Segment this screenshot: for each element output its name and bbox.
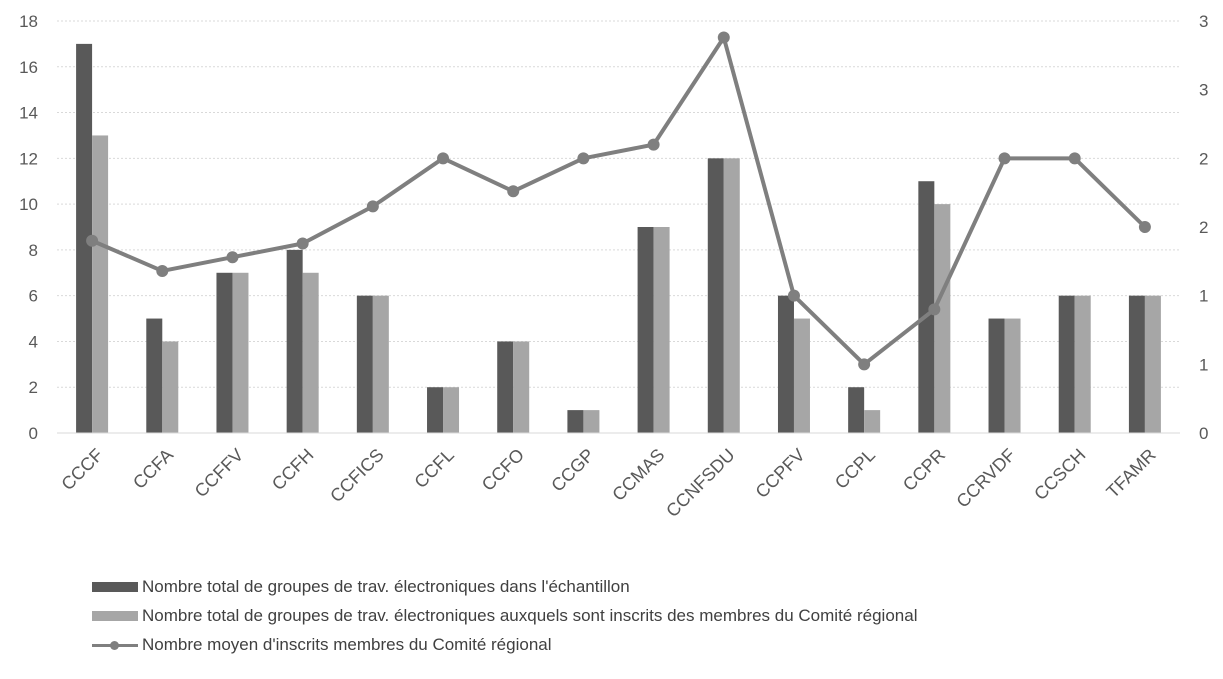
bar-2 xyxy=(162,341,179,433)
right-tick-label: 2 xyxy=(1199,149,1208,168)
left-tick-label: 4 xyxy=(29,332,38,351)
line-point xyxy=(156,264,169,277)
left-tick-label: 14 xyxy=(19,104,38,123)
right-tick-label: 1 xyxy=(1199,287,1208,306)
bar-1 xyxy=(1128,295,1145,433)
right-tick-label: 3 xyxy=(1199,81,1208,100)
bar-2 xyxy=(513,341,530,433)
line-point xyxy=(1068,152,1081,165)
category-label: CCGP xyxy=(547,445,598,496)
bar-2 xyxy=(793,318,810,433)
bar-2 xyxy=(723,158,740,434)
category-label: CCFFV xyxy=(191,445,248,502)
bar-1 xyxy=(356,295,373,433)
right-tick-label: 2 xyxy=(1199,218,1208,237)
bar-1 xyxy=(567,410,584,433)
bar-2 xyxy=(443,387,460,433)
legend-item-series-1: Nombre total de groupes de trav. électro… xyxy=(92,572,917,601)
legend: Nombre total de groupes de trav. électro… xyxy=(92,572,917,659)
bar-1 xyxy=(918,181,935,433)
category-label: CCSCH xyxy=(1030,445,1089,504)
line-point xyxy=(928,303,941,316)
bar-series xyxy=(76,43,1161,434)
line-point xyxy=(86,234,99,247)
line-point xyxy=(647,138,660,151)
line-point xyxy=(226,251,239,264)
legend-item-series-3: Nombre moyen d'inscrits membres du Comit… xyxy=(92,630,917,659)
left-tick-label: 0 xyxy=(29,424,38,443)
line-point xyxy=(366,200,379,213)
bar-1 xyxy=(497,341,514,433)
category-labels: CCCF CCFA CCFFV CCFH CCFICS CCFL CCFO CCGP CCMAS… xyxy=(57,445,1159,521)
line-point xyxy=(437,152,450,165)
bar-2 xyxy=(1004,318,1021,433)
legend-label-series-3: Nombre moyen d'inscrits membres du Comit… xyxy=(142,634,552,654)
line-point xyxy=(1138,221,1151,233)
right-tick-label: 3 xyxy=(1199,12,1208,31)
legend-swatch-light xyxy=(92,610,138,621)
category-label: CCFO xyxy=(478,445,528,495)
bar-1 xyxy=(216,272,233,433)
right-tick-label: 1 xyxy=(1199,355,1208,374)
bar-1 xyxy=(286,249,303,433)
bar-1 xyxy=(848,387,865,433)
category-label: CCCF xyxy=(57,445,106,494)
bar-1 xyxy=(777,295,794,433)
bar-2 xyxy=(1074,295,1091,433)
line-point xyxy=(998,152,1011,165)
left-tick-label: 8 xyxy=(29,241,38,260)
category-label: CCPFV xyxy=(752,445,809,502)
line-point xyxy=(577,152,590,165)
bar-2 xyxy=(372,295,389,433)
category-label: CCNFSDU xyxy=(662,445,738,521)
left-tick-label: 16 xyxy=(19,58,38,77)
category-label: CCPR xyxy=(899,445,949,495)
legend-item-series-2: Nombre total de groupes de trav. électro… xyxy=(92,601,917,630)
bar-1 xyxy=(1058,295,1075,433)
bar-2 xyxy=(92,135,109,433)
category-label: CCFICS xyxy=(326,445,388,507)
line-point xyxy=(507,185,520,198)
category-label: CCRVDF xyxy=(952,445,1019,512)
category-label: CCFA xyxy=(129,445,177,493)
bar-2 xyxy=(1144,295,1161,433)
right-axis-ticks: 0 1 1 2 2 3 3 xyxy=(1199,12,1208,443)
legend-swatch-dark xyxy=(92,581,138,592)
category-label: TFAMR xyxy=(1102,445,1159,502)
line-point xyxy=(296,237,309,250)
left-tick-label: 2 xyxy=(29,378,38,397)
right-tick-label: 0 xyxy=(1199,424,1208,443)
line-point xyxy=(787,289,800,302)
line-point xyxy=(858,358,871,371)
gridlines xyxy=(57,20,1180,388)
bar-1 xyxy=(637,227,654,433)
bar-2 xyxy=(232,272,249,433)
bar-1 xyxy=(146,318,163,433)
left-tick-label: 6 xyxy=(29,287,38,306)
legend-label-series-1: Nombre total de groupes de trav. électro… xyxy=(142,576,630,596)
bar-1 xyxy=(427,387,444,433)
left-tick-label: 10 xyxy=(19,195,38,214)
category-label: CCPL xyxy=(831,445,879,493)
bar-2 xyxy=(653,227,670,433)
bar-2 xyxy=(934,204,951,433)
bar-2 xyxy=(302,272,319,433)
bar-1 xyxy=(707,158,724,434)
bar-2 xyxy=(864,410,881,433)
category-label: CCMAS xyxy=(608,445,668,505)
category-label: CCFL xyxy=(410,445,457,492)
category-label: CCFH xyxy=(268,445,317,494)
line-point xyxy=(717,31,730,44)
legend-label-series-2: Nombre total de groupes de trav. électro… xyxy=(142,605,918,625)
bar-2 xyxy=(583,410,600,433)
line-path xyxy=(91,35,1147,367)
left-tick-label: 18 xyxy=(19,12,38,31)
left-axis-ticks: 0 2 4 6 8 10 12 14 16 18 xyxy=(19,12,38,443)
bar-1 xyxy=(988,318,1005,433)
legend-swatch-line xyxy=(92,640,138,650)
bar-1 xyxy=(76,43,93,434)
left-tick-label: 12 xyxy=(19,149,38,168)
line-series xyxy=(86,31,1151,371)
